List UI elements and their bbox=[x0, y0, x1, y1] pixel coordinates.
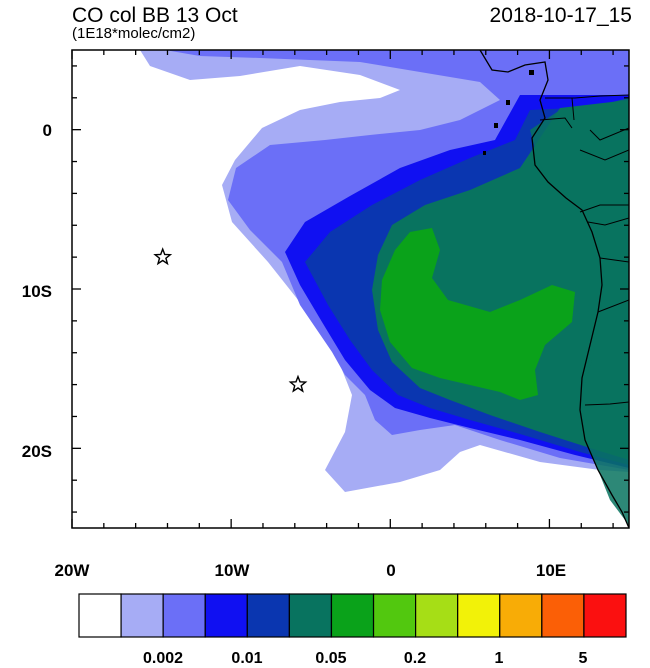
x-tick-label-10e: 10E bbox=[535, 561, 567, 580]
y-tick-label-10s: 10S bbox=[21, 282, 52, 301]
coastline bbox=[479, 50, 629, 528]
island-marker-2 bbox=[506, 100, 510, 105]
x-tick-label-0: 0 bbox=[386, 561, 396, 580]
star-marker-1 bbox=[153, 247, 173, 266]
colorbar-label-3: 0.05 bbox=[315, 650, 347, 667]
plume-level-green bbox=[380, 228, 575, 400]
x-tick-label-10w: 10W bbox=[214, 561, 250, 580]
colorbar-swatch bbox=[330, 593, 375, 638]
island-sao-tome bbox=[483, 151, 486, 155]
colorbar-label-6: 5 bbox=[578, 650, 588, 667]
colorbar-swatch bbox=[499, 593, 543, 638]
colorbar-swatch bbox=[162, 593, 206, 638]
map-timestamp: 2018-10-17_15 bbox=[489, 4, 632, 27]
colorbar-swatch bbox=[204, 593, 248, 638]
star-markers bbox=[153, 247, 308, 393]
colorbar-swatch bbox=[583, 593, 627, 638]
colorbar-swatch bbox=[288, 593, 333, 638]
island-bioko bbox=[494, 123, 498, 128]
colorbar-swatch bbox=[541, 593, 585, 638]
colorbar-swatch bbox=[78, 593, 122, 638]
map-plot-area bbox=[72, 50, 629, 528]
colorbar-label-5: 1 bbox=[494, 650, 504, 667]
colorbar bbox=[78, 593, 627, 638]
colorbar-swatch bbox=[246, 593, 290, 638]
colorbar-swatch bbox=[120, 593, 164, 638]
country-borders bbox=[539, 94, 629, 406]
colorbar-label-4: 0.2 bbox=[403, 650, 427, 667]
colorbar-label-2: 0.01 bbox=[231, 650, 263, 667]
y-tick-label-0: 0 bbox=[42, 121, 52, 140]
axis-ticks bbox=[71, 50, 629, 528]
map-units: (1E18*molec/cm2) bbox=[72, 25, 196, 42]
y-tick-label-20s: 20S bbox=[21, 442, 52, 461]
colorbar-swatch bbox=[372, 593, 417, 638]
colorbar-swatch bbox=[457, 593, 501, 638]
island-marker bbox=[529, 70, 534, 75]
x-tick-label-20w: 20W bbox=[54, 561, 90, 580]
colorbar-swatch bbox=[415, 593, 459, 638]
colorbar-label-1: 0.002 bbox=[142, 650, 184, 667]
star-marker-2 bbox=[288, 374, 308, 393]
map-title: CO col BB 13 Oct bbox=[72, 4, 238, 27]
